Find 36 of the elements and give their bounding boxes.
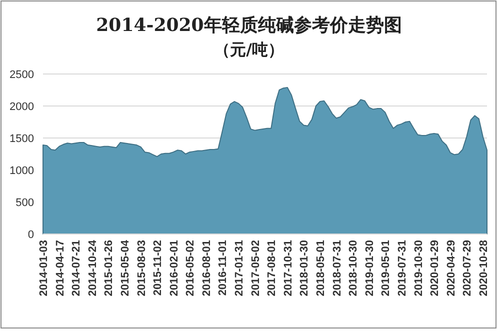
x-tick-label: 2014-07-21 <box>70 240 83 296</box>
x-tick-label: 2018-07-31 <box>331 240 344 296</box>
y-tick-label: 2000 <box>10 101 34 113</box>
x-tick-label: 2014-01-03 <box>38 240 50 296</box>
x-tick-label: 2016-02-01 <box>168 240 180 296</box>
chart-subtitle: （元/吨） <box>214 40 284 59</box>
x-tick-label: 2019-01-30 <box>364 240 376 296</box>
x-tick-label: 2015-11-02 <box>152 240 164 296</box>
y-tick-label: 500 <box>16 197 34 209</box>
x-tick-label: 2015-05-04 <box>119 239 132 296</box>
y-tick-label: 1000 <box>10 165 34 177</box>
x-tick-label: 2017-05-02 <box>250 240 262 296</box>
x-tick-label: 2018-10-30 <box>348 240 360 296</box>
x-tick-label: 2020-04-29 <box>445 240 458 296</box>
x-tick-label: 2018-01-30 <box>298 240 311 296</box>
x-tick-label: 2014-10-24 <box>86 239 99 296</box>
chart-title: 2014-2020年轻质纯碱参考价走势图 <box>96 15 402 36</box>
x-tick-label: 2014-04-17 <box>54 240 66 296</box>
x-tick-label: 2017-10-31 <box>282 240 294 296</box>
x-tick-label: 2016-05-02 <box>184 240 197 296</box>
x-tick-label: 2017-01-31 <box>234 240 246 296</box>
y-tick-label: 2500 <box>10 69 34 81</box>
x-tick-label: 2015-01-26 <box>103 240 116 296</box>
x-tick-label: 2020-10-28 <box>478 240 490 296</box>
x-tick-label: 2019-07-31 <box>396 240 408 296</box>
y-tick-label: 0 <box>28 229 34 241</box>
x-tick-label: 2019-10-30 <box>412 240 425 296</box>
x-tick-label: 2015-08-03 <box>136 240 148 296</box>
x-tick-label: 2020-01-29 <box>429 240 442 296</box>
x-tick-label: 2016-11-01 <box>217 240 230 296</box>
x-tick-label: 2018-05-01 <box>314 240 327 296</box>
y-tick-label: 1500 <box>10 133 34 145</box>
x-tick-label: 2017-08-01 <box>266 240 278 296</box>
x-tick-label: 2016-08-01 <box>200 240 213 296</box>
x-tick-label: 2020-07-29 <box>462 240 474 296</box>
x-tick-label: 2019-05-01 <box>380 240 392 296</box>
